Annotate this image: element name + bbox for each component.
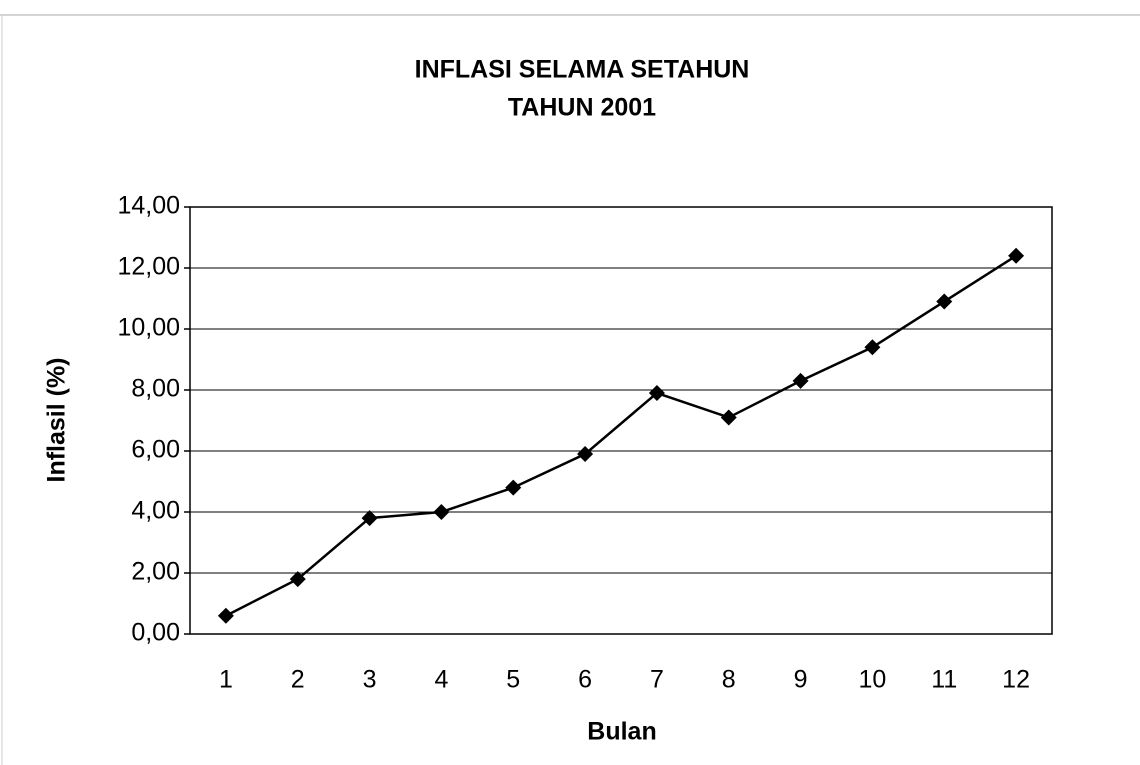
- marker: [1008, 247, 1025, 264]
- x-tick-label: 5: [506, 666, 520, 694]
- marker: [217, 607, 234, 624]
- line: [225, 254, 1017, 617]
- y-tick-label: 12,00: [117, 253, 180, 281]
- plot-frame: [189, 206, 1053, 635]
- x-axis-label: Bulan: [587, 718, 656, 746]
- y-tick-label: 6,00: [131, 436, 180, 464]
- y-tick-label: 4,00: [131, 497, 180, 525]
- y-tick-label: 8,00: [131, 375, 180, 403]
- marker: [361, 510, 378, 527]
- marker: [648, 385, 665, 402]
- marker: [505, 479, 522, 496]
- x-tick-label: 2: [291, 666, 305, 694]
- marker: [433, 504, 450, 520]
- x-tick-label: 1: [219, 666, 233, 694]
- x-tick-label: 4: [434, 666, 448, 694]
- marker: [864, 339, 881, 356]
- y-tick-label: 0,00: [131, 619, 180, 647]
- y-tick-label: 10,00: [117, 314, 180, 342]
- x-tick-label: 12: [1002, 666, 1030, 694]
- x-tick-label: 10: [859, 666, 887, 694]
- marker: [792, 372, 809, 389]
- x-tick-label: 9: [794, 666, 808, 694]
- chart-subtitle: TAHUN 2001: [508, 94, 656, 122]
- y-tick-label: 14,00: [117, 192, 180, 220]
- x-tick-label: 3: [363, 666, 377, 694]
- chart-title: INFLASI SELAMA SETAHUN: [415, 56, 750, 84]
- x-tick-label: 7: [650, 666, 664, 694]
- x-tick-label: 11: [931, 666, 957, 694]
- marker: [720, 409, 737, 426]
- marker: [577, 446, 594, 463]
- marker: [289, 571, 306, 588]
- x-tick-label: 6: [578, 666, 592, 694]
- y-axis-label: Inflasil (%): [43, 357, 71, 482]
- marker: [936, 293, 953, 310]
- x-tick-label: 8: [722, 666, 736, 694]
- y-tick-label: 2,00: [131, 558, 180, 586]
